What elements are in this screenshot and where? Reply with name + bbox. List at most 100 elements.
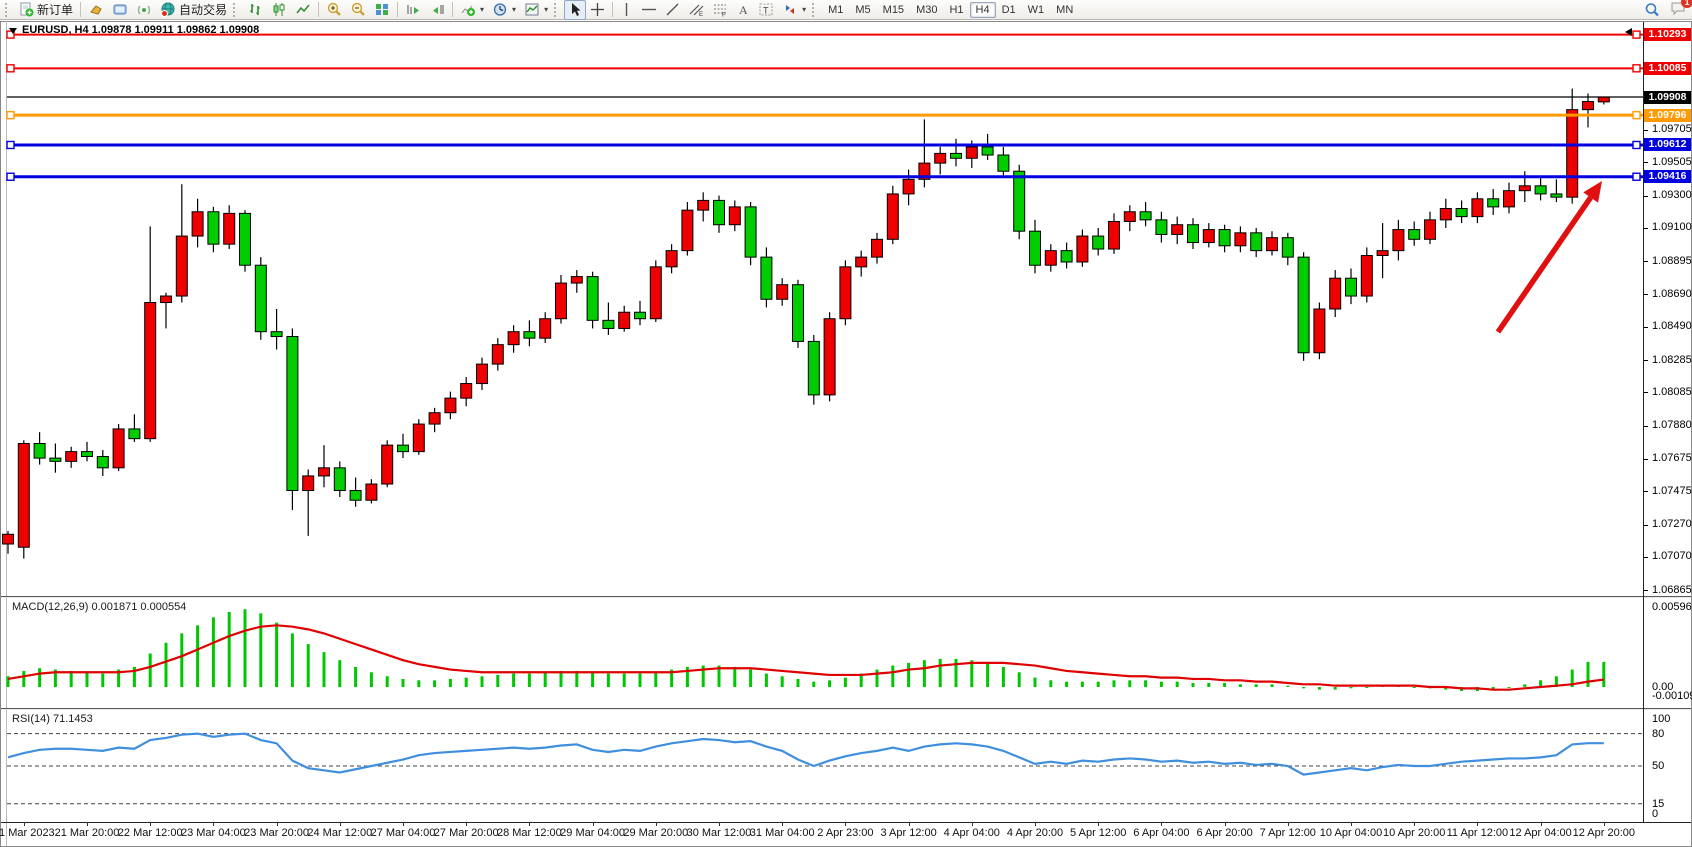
time-label[interactable]: 21 Mar 2023 (0, 827, 55, 839)
time-label[interactable]: 28 Mar 12:00 (496, 827, 562, 839)
toolbar-separator (452, 2, 454, 17)
time-label[interactable]: 24 Mar 12:00 (307, 827, 373, 839)
tile-windows-button[interactable] (370, 0, 394, 20)
vertical-line-button[interactable] (616, 0, 637, 20)
timeframe-h1[interactable]: H1 (949, 3, 964, 16)
price-tick-mark (1644, 294, 1648, 296)
arrows-button[interactable]: ▾ (778, 0, 810, 20)
time-label[interactable]: 6 Apr 04:00 (1133, 827, 1190, 839)
time-label[interactable]: 10 Apr 20:00 (1382, 827, 1446, 839)
hline-1.09612[interactable] (6, 140, 1643, 150)
new-order-button[interactable]: 新订单 (15, 0, 77, 20)
candlestick-chart-button[interactable] (267, 0, 291, 20)
auto-scroll-button[interactable] (401, 0, 425, 20)
cursor-tool-button[interactable] (564, 0, 587, 20)
channel-button[interactable]: E (684, 0, 708, 20)
rsi-axis-label: 0 (1652, 808, 1659, 820)
fibonacci-button[interactable]: F (708, 0, 732, 20)
timeframe-h4[interactable]: H4 (969, 1, 996, 18)
rsi-panel[interactable] (0, 710, 1643, 822)
time-label[interactable]: 23 Mar 20:00 (244, 827, 310, 839)
price-badge-1.09612: 1.09612 (1644, 138, 1691, 152)
time-label[interactable]: 4 Apr 20:00 (1006, 827, 1064, 839)
text-label-button[interactable]: T (754, 0, 778, 20)
timeframe-m30[interactable]: M30 (916, 3, 938, 16)
hline-1.10085[interactable] (6, 64, 1643, 73)
signal-button[interactable] (132, 0, 156, 20)
notifications-button[interactable]: 1 (1670, 0, 1692, 21)
time-tick-mark (1351, 822, 1352, 826)
time-label[interactable]: 29 Mar 20:00 (623, 827, 689, 839)
time-label[interactable]: 7 Apr 12:00 (1259, 827, 1316, 839)
template-button[interactable]: ▾ (520, 0, 552, 20)
price-axis-border (1643, 22, 1644, 822)
toolbar-grip[interactable] (5, 2, 11, 17)
time-tick-mark (1477, 822, 1479, 826)
toolbar-grip[interactable] (233, 2, 239, 17)
time-label[interactable]: 6 Apr 20:00 (1196, 827, 1253, 839)
horizontal-line-button[interactable] (637, 0, 661, 20)
time-label[interactable]: 12 Apr 20:00 (1572, 827, 1635, 839)
rsi-axis-label: 100 (1652, 713, 1671, 725)
time-label[interactable]: 4 Apr 04:00 (943, 827, 1000, 839)
chart-shift-button[interactable] (425, 0, 449, 20)
time-label[interactable]: 29 Mar 04:00 (560, 827, 626, 839)
svg-text:E: E (699, 12, 703, 17)
time-tick-mark (655, 822, 657, 826)
hline-1.10293[interactable] (6, 30, 1643, 39)
macd-panel[interactable] (0, 598, 1643, 708)
trendline-button[interactable] (661, 0, 684, 20)
symbol-menu-caret-icon[interactable] (9, 28, 17, 34)
timeframe-w1[interactable]: W1 (1027, 3, 1045, 16)
price-tick-label: 1.08895 (1652, 254, 1692, 267)
time-label[interactable]: 3 Apr 12:00 (880, 827, 937, 839)
bar-chart-button[interactable] (243, 0, 267, 20)
panel-separator-macd[interactable] (1, 596, 1691, 597)
chevron-down-icon: ▾ (512, 5, 517, 14)
time-label[interactable]: 27 Mar 04:00 (370, 827, 436, 839)
timeframe-m5[interactable]: M5 (855, 3, 871, 16)
price-badge-1.10085: 1.10085 (1644, 61, 1691, 75)
timeframe-m15[interactable]: M15 (882, 3, 905, 16)
price-tick-mark (1644, 425, 1648, 427)
add-indicator-button[interactable]: ▾ (456, 0, 488, 20)
hline-1.09796[interactable] (6, 110, 1643, 120)
time-label[interactable]: 31 Mar 04:00 (749, 827, 815, 839)
panel-separator-rsi[interactable] (1, 708, 1691, 709)
rsi-axis-label: 15 (1652, 797, 1665, 810)
time-label[interactable]: 12 Apr 04:00 (1509, 827, 1572, 839)
crosshair-tool-button[interactable] (586, 0, 609, 20)
time-label[interactable]: 27 Mar 20:00 (433, 827, 499, 839)
market-watch-button[interactable] (108, 0, 132, 20)
text-button[interactable]: A (732, 0, 754, 20)
time-label[interactable]: 22 Mar 12:00 (117, 827, 183, 839)
time-label[interactable]: 5 Apr 12:00 (1070, 827, 1127, 839)
time-label[interactable]: 23 Mar 04:00 (180, 827, 246, 839)
timeframe-d1[interactable]: D1 (1001, 3, 1016, 16)
time-label[interactable]: 30 Mar 12:00 (686, 827, 752, 839)
toolbar-grip[interactable] (812, 2, 818, 17)
vertical-line-icon (625, 3, 628, 16)
time-label[interactable]: 2 Apr 23:00 (817, 827, 874, 839)
trend-arrow-annotation[interactable] (1495, 181, 1602, 334)
time-label[interactable]: 11 Apr 12:00 (1446, 827, 1509, 839)
time-label[interactable]: 21 Mar 20:00 (54, 827, 120, 839)
price-chart[interactable] (0, 22, 1643, 596)
template-icon (525, 3, 539, 16)
zoom-out-button[interactable] (346, 0, 370, 20)
time-label[interactable]: 10 Apr 04:00 (1319, 827, 1383, 839)
autotrade-button[interactable]: 自动交易 (156, 0, 231, 20)
toolbar-separator (612, 2, 614, 17)
hline-1.09416[interactable] (6, 172, 1643, 181)
timeframe-mn[interactable]: MN (1056, 3, 1074, 16)
timeframe-m1[interactable]: M1 (828, 3, 844, 16)
fibonacci-icon: F (714, 4, 727, 17)
toolbar-grip[interactable] (554, 2, 560, 17)
line-chart-button[interactable] (291, 0, 315, 20)
chart-profile-button[interactable] (84, 0, 108, 20)
zoom-in-button[interactable] (322, 0, 346, 20)
time-tick-mark (276, 822, 278, 826)
periods-button[interactable]: ▾ (488, 0, 520, 20)
time-tick-mark (1161, 822, 1163, 826)
search-icon[interactable] (1644, 2, 1660, 18)
